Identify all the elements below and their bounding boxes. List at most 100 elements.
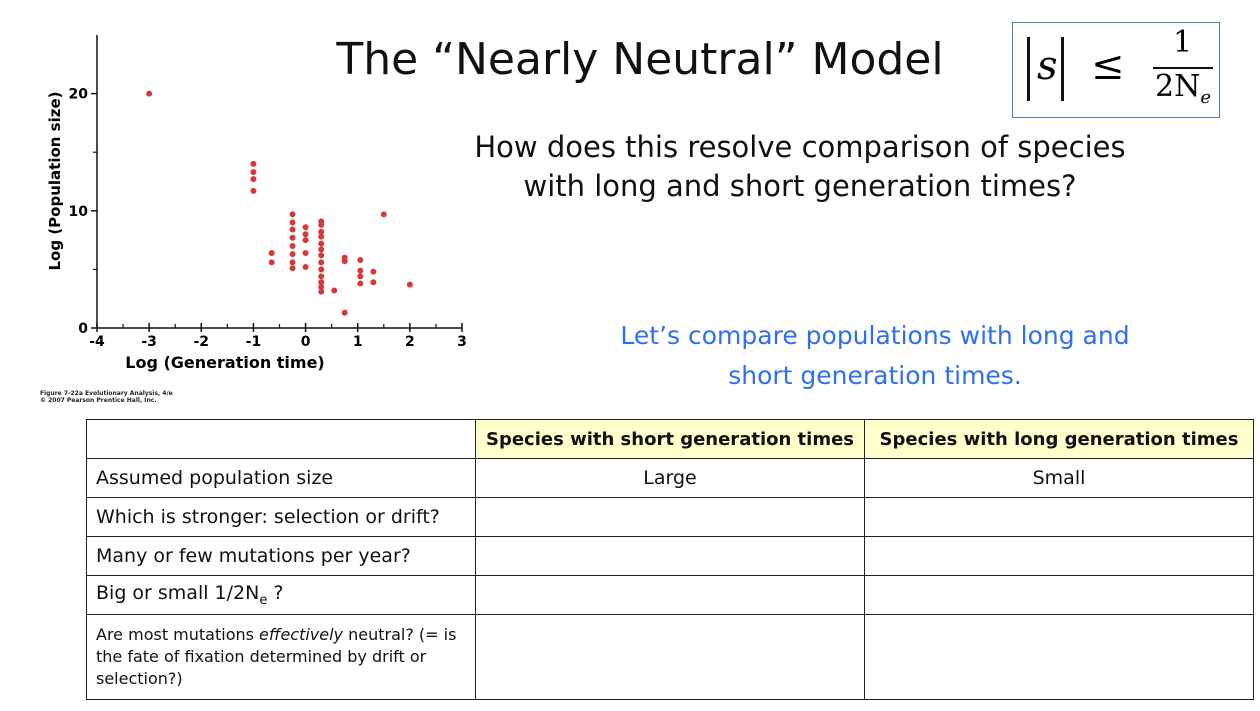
point xyxy=(302,224,309,231)
point xyxy=(318,246,325,253)
point xyxy=(357,257,364,264)
point xyxy=(318,288,325,295)
y-axis-label: Log (Population size) xyxy=(46,91,64,270)
comparison-table: Species with short generation times Spec… xyxy=(86,419,1254,700)
point xyxy=(318,221,325,228)
row: Big or small 1/2Ne ? xyxy=(86,575,1254,615)
formula-denominator: 2Ne xyxy=(1155,69,1211,108)
header-cell: Species with short generation times xyxy=(475,419,865,459)
point xyxy=(146,90,153,97)
point xyxy=(289,265,296,272)
caption: Figure 7-22a Evolutionary Analysis, 4/e … xyxy=(40,390,173,404)
point xyxy=(357,273,364,280)
point xyxy=(250,176,257,183)
point xyxy=(341,258,348,265)
point xyxy=(289,242,296,249)
point xyxy=(318,233,325,240)
label-text: Are most mutations xyxy=(96,625,260,644)
question-line: How does this resolve comparison of spec… xyxy=(474,130,1126,164)
point xyxy=(318,273,325,280)
point xyxy=(289,211,296,218)
cell: Small xyxy=(864,458,1254,498)
prompt-line: short generation times. xyxy=(728,361,1022,390)
row: Which is stronger: selection or drift? xyxy=(86,497,1254,537)
header-cell xyxy=(86,419,476,459)
label-subscript: e xyxy=(259,592,268,608)
formula-relation: ≤ xyxy=(1091,43,1125,89)
point xyxy=(268,249,275,256)
point xyxy=(289,219,296,226)
x-axis-label: Log (Generation time) xyxy=(125,353,325,372)
cell xyxy=(475,614,865,700)
point xyxy=(250,169,257,176)
y-tick-label: 20 xyxy=(69,87,89,103)
row: Many or few mutations per year? xyxy=(86,536,1254,576)
formula: s ≤ 1 2Ne xyxy=(1012,22,1220,118)
label-text: neutral? (= is the fate of fixation dete… xyxy=(96,625,457,688)
point xyxy=(289,251,296,258)
row-label: Many or few mutations per year? xyxy=(86,536,476,576)
formula-subscript: e xyxy=(1200,87,1211,108)
row-label: Which is stronger: selection or drift? xyxy=(86,497,476,537)
formula-numerator: 1 xyxy=(1173,25,1193,60)
point xyxy=(331,287,338,294)
cell xyxy=(475,575,865,615)
formula-denominator-text: 2N xyxy=(1155,69,1201,104)
label-text: Big or small 1/2N xyxy=(96,582,260,605)
point xyxy=(370,268,377,275)
question-line: with long and short generation times? xyxy=(523,169,1077,203)
cell xyxy=(864,575,1254,615)
point xyxy=(302,264,309,271)
point xyxy=(380,211,387,218)
chart: Log (Generation time) Log (Population si… xyxy=(46,35,467,372)
caption-line: © 2007 Pearson Prentice Hall, Inc. xyxy=(40,397,157,404)
cell xyxy=(864,614,1254,700)
x-tick-label: 3 xyxy=(457,334,467,350)
point xyxy=(357,267,364,274)
header-row: Species with short generation times Spec… xyxy=(86,419,1254,459)
point xyxy=(289,226,296,233)
point xyxy=(318,252,325,259)
label-emphasis: effectively xyxy=(259,625,344,644)
row-label: Are most mutations effectively neutral? … xyxy=(86,614,476,700)
x-tick-label: 2 xyxy=(405,334,415,350)
point xyxy=(250,187,257,194)
prompt: Let’s compare populations with long and … xyxy=(560,316,1190,396)
formula-lhs: s xyxy=(1037,43,1058,89)
point xyxy=(318,283,325,290)
point xyxy=(289,259,296,266)
x-tick-label: -2 xyxy=(194,334,210,350)
x-tick-label: -1 xyxy=(246,334,262,350)
x-tick-label: 1 xyxy=(353,334,363,350)
point xyxy=(302,249,309,256)
point xyxy=(318,279,325,286)
x-tick-label: -3 xyxy=(141,334,157,350)
slide-title: The “Nearly Neutral” Model xyxy=(336,34,944,85)
y-tick-label: 10 xyxy=(69,204,89,220)
point xyxy=(370,279,377,286)
prompt-line: Let’s compare populations with long and xyxy=(620,321,1130,350)
header-cell: Species with long generation times xyxy=(864,419,1254,459)
cell xyxy=(864,536,1254,576)
point xyxy=(250,160,257,167)
row-label: Assumed population size xyxy=(86,458,476,498)
point xyxy=(302,237,309,244)
point xyxy=(268,259,275,266)
point xyxy=(318,259,325,266)
point xyxy=(289,234,296,241)
caption-line: Figure 7-22a Evolutionary Analysis, 4/e xyxy=(40,390,173,397)
x-tick-label: 0 xyxy=(301,334,311,350)
point xyxy=(302,231,309,238)
point xyxy=(318,240,325,247)
point xyxy=(318,266,325,273)
point xyxy=(318,228,325,235)
point xyxy=(341,309,348,316)
cell: Large xyxy=(475,458,865,498)
cell xyxy=(475,497,865,537)
question: How does this resolve comparison of spec… xyxy=(420,128,1180,206)
x-tick-label: -4 xyxy=(89,334,105,350)
label-suffix: ? xyxy=(267,582,284,605)
row: Assumed population size Large Small xyxy=(86,458,1254,498)
cell xyxy=(864,497,1254,537)
